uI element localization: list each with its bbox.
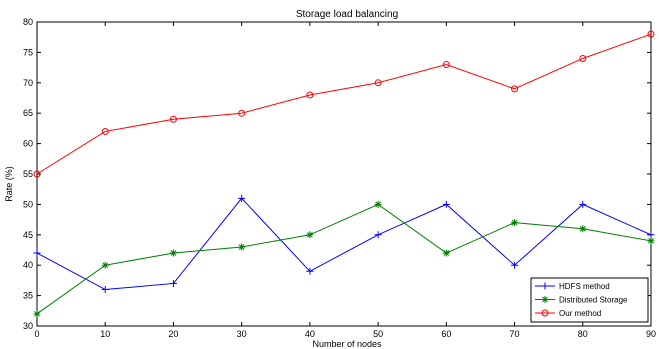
legend-label: Our method — [559, 309, 601, 318]
data-point — [238, 194, 246, 202]
chart-title: Storage load balancing — [296, 9, 398, 20]
data-point — [579, 225, 587, 233]
x-tick-label: 30 — [237, 329, 247, 339]
data-point — [101, 127, 109, 135]
y-tick-label: 80 — [23, 17, 33, 27]
y-axis-label: Rate (%) — [4, 166, 14, 202]
data-point — [647, 237, 655, 245]
series-line — [36, 33, 652, 175]
series-2 — [33, 30, 655, 178]
data-point — [511, 85, 519, 93]
data-point — [442, 249, 450, 257]
data-point — [101, 286, 109, 294]
data-point — [442, 200, 450, 208]
data-point — [511, 261, 519, 269]
data-point — [306, 231, 314, 239]
data-point — [306, 267, 314, 275]
x-tick-label: 60 — [441, 329, 451, 339]
data-point — [579, 200, 587, 208]
x-axis-label: Number of nodes — [312, 339, 382, 349]
x-tick-label: 0 — [34, 329, 39, 339]
y-tick-label: 65 — [23, 108, 33, 118]
x-tick-label: 70 — [510, 329, 520, 339]
series-line — [36, 197, 652, 291]
data-point — [169, 279, 177, 287]
legend: HDFS method Distributed Storage Our method — [530, 277, 649, 323]
data-point — [33, 310, 41, 318]
series-layer — [33, 30, 655, 318]
data-point — [169, 115, 177, 123]
x-tick-label: 10 — [100, 329, 110, 339]
series-1 — [33, 200, 655, 318]
data-point — [374, 200, 382, 208]
data-point — [238, 243, 246, 251]
y-tick-label: 60 — [23, 139, 33, 149]
axis-ticks: 0 10 20 30 40 50 60 70 80 90 30 35 40 45 50 55 60 65 70 75 8… — [23, 17, 656, 339]
data-point — [238, 109, 246, 117]
x-tick-label: 50 — [373, 329, 383, 339]
x-tick-label: 80 — [578, 329, 588, 339]
data-point — [374, 231, 382, 239]
series-0 — [33, 194, 655, 294]
y-tick-label: 35 — [23, 291, 33, 301]
data-point — [374, 79, 382, 87]
data-point — [33, 249, 41, 257]
y-tick-label: 50 — [23, 199, 33, 209]
legend-marker — [541, 282, 549, 290]
data-point — [169, 249, 177, 257]
legend-marker — [541, 309, 549, 317]
data-point — [306, 91, 314, 99]
y-tick-label: 30 — [23, 321, 33, 331]
y-tick-label: 70 — [23, 78, 33, 88]
data-point — [442, 61, 450, 69]
data-point — [647, 231, 655, 239]
x-tick-label: 40 — [305, 329, 315, 339]
data-point — [511, 219, 519, 227]
series-line — [36, 203, 652, 315]
legend-marker — [541, 296, 549, 303]
data-point — [101, 261, 109, 269]
y-tick-label: 45 — [23, 230, 33, 240]
legend-label: HDFS method — [559, 282, 610, 291]
y-tick-label: 55 — [23, 169, 33, 179]
y-tick-label: 75 — [23, 47, 33, 57]
x-tick-label: 20 — [168, 329, 178, 339]
data-point — [579, 54, 587, 62]
legend-label: Distributed Storage — [559, 296, 628, 305]
plot-area — [36, 21, 652, 327]
y-tick-label: 40 — [23, 260, 33, 270]
data-point — [647, 30, 655, 38]
x-tick-label: 90 — [646, 329, 656, 339]
data-point — [33, 170, 41, 178]
